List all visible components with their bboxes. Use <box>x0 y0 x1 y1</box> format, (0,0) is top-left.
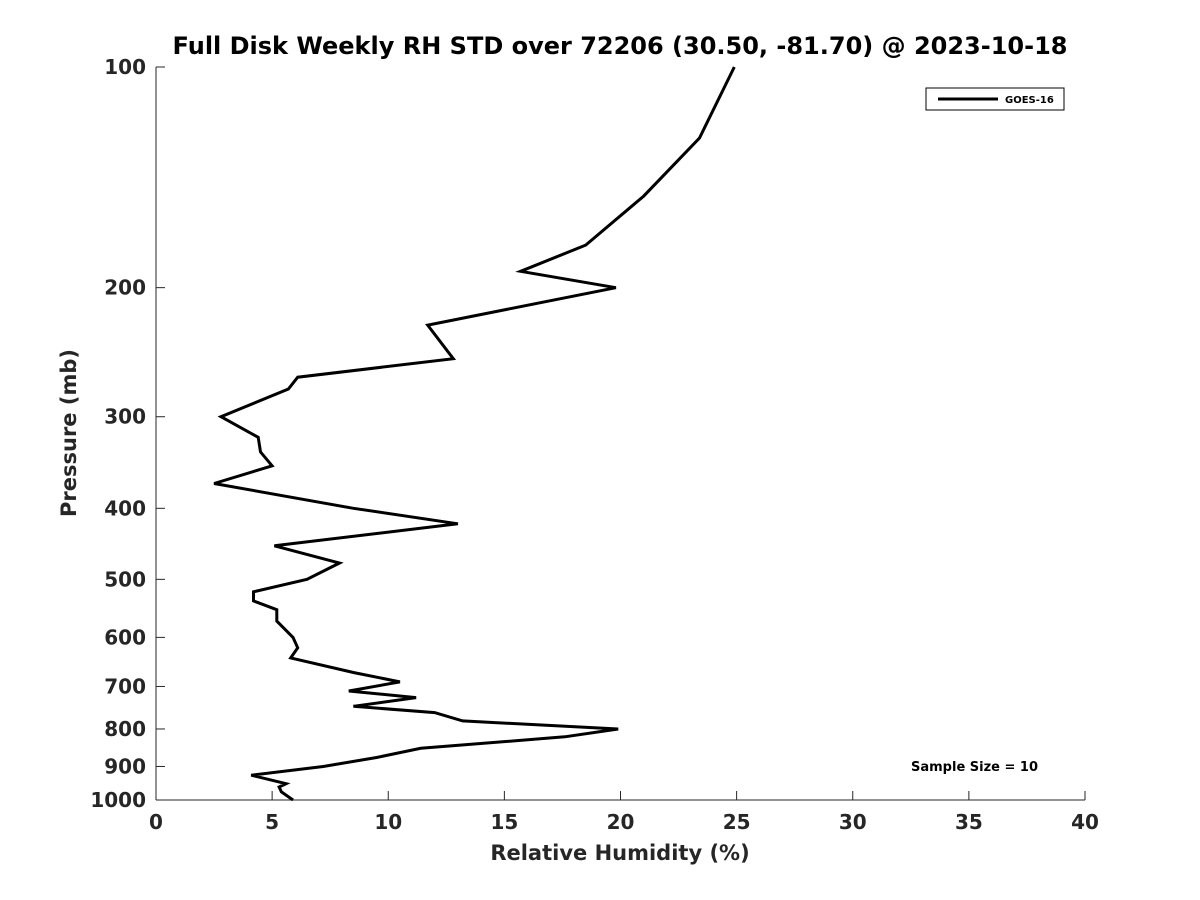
sample-size-annotation: Sample Size = 10 <box>911 760 1038 775</box>
series-layer <box>213 66 736 802</box>
chart-title: Full Disk Weekly RH STD over 72206 (30.5… <box>173 32 1068 60</box>
x-tick-label: 5 <box>265 810 279 834</box>
axes: 0 5 10 15 20 25 30 35 40 100 200 300 400 500 600 700 800… <box>90 55 1099 834</box>
x-tick-label: 30 <box>839 810 867 834</box>
y-tick-label: 700 <box>104 674 146 698</box>
y-tick-label: 800 <box>104 717 146 741</box>
y-tick-label: 600 <box>104 625 146 649</box>
legend: GOES-16 <box>925 87 1065 111</box>
plot-area <box>156 67 1085 800</box>
x-tick-label: 10 <box>374 810 402 834</box>
y-tick-label: 300 <box>104 405 146 429</box>
series-line-goes-16 <box>213 66 736 802</box>
y-tick-label: 200 <box>104 276 146 300</box>
x-tick-label: 0 <box>149 810 163 834</box>
x-tick-label: 15 <box>490 810 518 834</box>
x-tick-label: 25 <box>723 810 751 834</box>
x-tick-label: 20 <box>607 810 635 834</box>
y-tick-label: 400 <box>104 496 146 520</box>
x-tick-label: 35 <box>955 810 983 834</box>
y-tick-label: 1000 <box>90 788 146 812</box>
y-tick-label: 100 <box>104 55 146 79</box>
y-tick-label: 900 <box>104 754 146 778</box>
x-tick-label: 40 <box>1071 810 1099 834</box>
x-axis-label: Relative Humidity (%) <box>490 841 749 865</box>
y-axis-label: Pressure (mb) <box>57 349 81 517</box>
legend-entry-goes-16: GOES-16 <box>1005 95 1054 106</box>
y-tick-label: 500 <box>104 567 146 591</box>
